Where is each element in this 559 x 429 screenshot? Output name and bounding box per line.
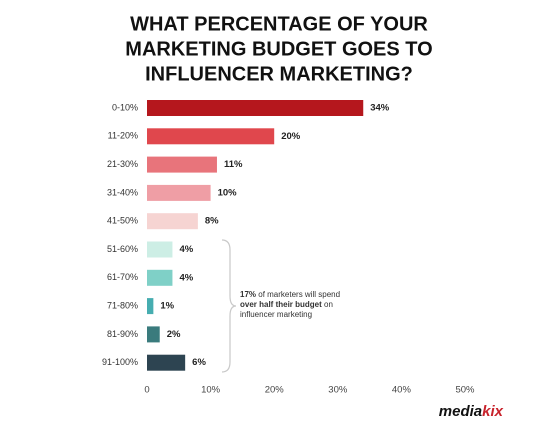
bar (147, 156, 217, 173)
value-label: 10% (218, 187, 238, 198)
annotation: over half their budget on (240, 300, 333, 309)
value-label: 6% (192, 357, 206, 368)
bar (147, 326, 160, 343)
bar (147, 184, 211, 201)
chart-title: WHAT PERCENTAGE OF YOUR (130, 13, 428, 35)
logo-part: media (439, 403, 482, 420)
bar (147, 354, 186, 371)
value-label: 2% (167, 329, 181, 340)
category-label: 31-40% (107, 187, 138, 197)
x-tick-label: 50% (455, 385, 475, 396)
annotation-part: 17% (240, 290, 256, 299)
bracket (221, 239, 237, 373)
value-label: 11% (224, 159, 243, 170)
annotation: influencer marketing (240, 310, 312, 319)
chart-title: INFLUENCER MARKETING? (145, 63, 413, 85)
annotation-part: of marketers will spend (256, 290, 340, 299)
bar (147, 128, 275, 145)
x-tick-label: 0 (144, 385, 149, 396)
logo: mediakix (439, 403, 504, 420)
value-label: 1% (160, 301, 174, 312)
category-label: 71-80% (107, 300, 138, 310)
value-label: 4% (179, 272, 193, 283)
category-label: 81-90% (107, 329, 138, 339)
value-label: 20% (281, 131, 301, 142)
bar (147, 100, 364, 116)
bar (147, 213, 198, 230)
value-label: 34% (370, 103, 390, 114)
x-tick-label: 20% (265, 385, 285, 396)
category-label: 11-20% (108, 131, 138, 141)
x-tick-label: 10% (201, 385, 221, 396)
value-label: 4% (179, 244, 193, 255)
category-label: 61-70% (107, 272, 138, 282)
x-tick-label: 40% (392, 385, 412, 396)
bar (147, 241, 173, 258)
bar (147, 269, 173, 286)
annotation: 17% of marketers will spend (240, 290, 340, 299)
chart-title: MARKETING BUDGET GOES TO (125, 38, 432, 60)
annotation-part: influencer marketing (240, 310, 312, 319)
category-label: 51-60% (107, 244, 138, 254)
annotation-part: over half their budget (240, 300, 322, 309)
x-tick-label: 30% (328, 385, 348, 396)
annotation-part: on (322, 300, 333, 309)
bar (147, 298, 154, 315)
category-label: 91-100% (102, 357, 138, 367)
category-label: 0-10% (112, 102, 138, 112)
category-label: 41-50% (107, 216, 138, 226)
logo-part: kix (482, 403, 504, 420)
value-label: 8% (205, 216, 219, 227)
category-label: 21-30% (107, 159, 138, 169)
